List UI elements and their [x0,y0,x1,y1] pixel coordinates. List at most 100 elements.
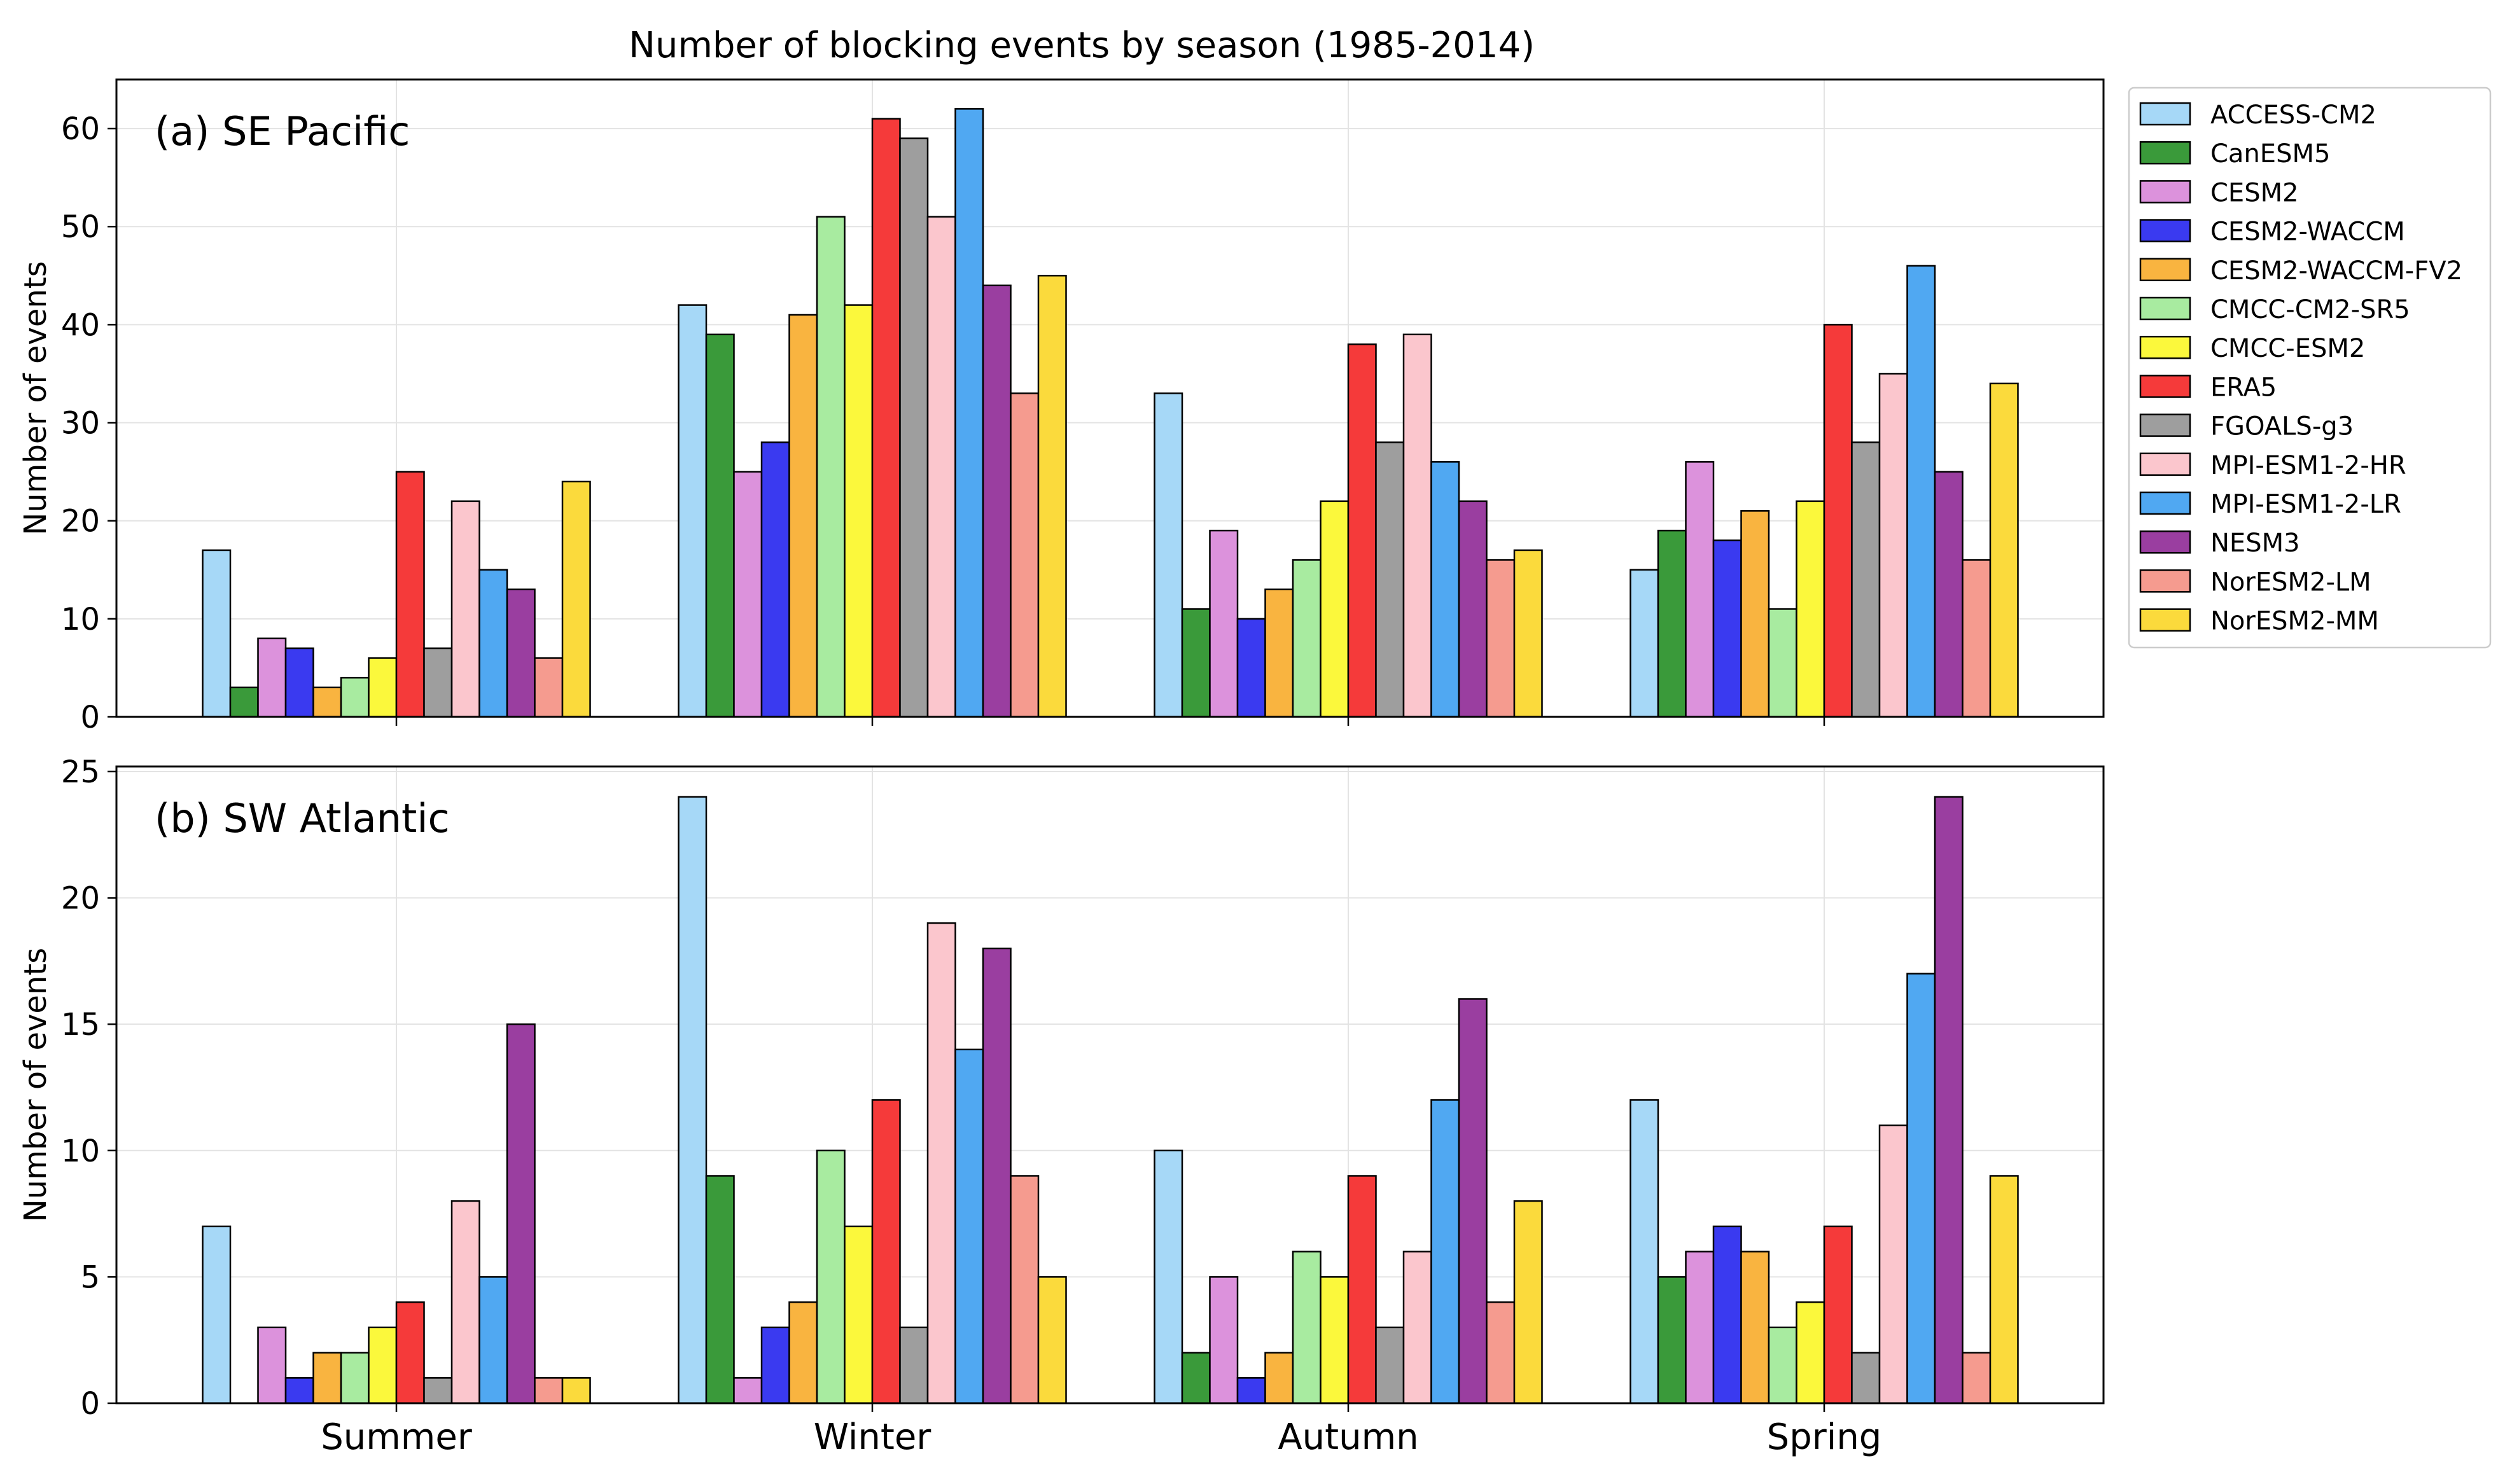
bar-nesm3-summer [506,1023,536,1404]
bar-cesm2-winter [733,471,763,718]
bar-mpi-esm1-2-hr-winter [926,922,956,1404]
bar-mpi-esm1-2-lr-autumn [1430,1099,1460,1404]
bar-cmcc-cm2-sr5-autumn [1292,1251,1322,1404]
legend-label-access-cm2: ACCESS-CM2 [2210,101,2376,130]
legend-label-nesm3: NESM3 [2210,529,2300,558]
bar-fgoals-g3-winter [899,137,929,718]
bar-fgoals-g3-autumn [1375,441,1405,718]
legend-swatch-canesm5 [2139,141,2191,165]
bar-noresm2-mm-summer [561,480,591,718]
bar-fgoals-g3-autumn [1375,1326,1405,1404]
bar-cmcc-esm2-summer [368,1326,398,1404]
legend-label-noresm2-lm: NorESM2-LM [2210,567,2371,597]
bar-mpi-esm1-2-lr-summer [478,569,508,718]
bar-noresm2-mm-autumn [1513,1200,1543,1404]
y-tick-label: 30 [61,406,100,441]
bar-cesm2-summer [257,637,287,718]
bar-access-cm2-spring [1629,569,1659,718]
y-tick-label: 15 [61,1007,100,1043]
bar-mpi-esm1-2-lr-winter [954,1048,984,1404]
bar-mpi-esm1-2-hr-spring [1878,373,1908,718]
bar-cmcc-esm2-autumn [1320,500,1350,718]
legend-label-mpi-esm1-2-hr: MPI-ESM1-2-HR [2210,451,2406,480]
legend-label-cesm2: CESM2 [2210,178,2299,207]
bar-nesm3-spring [1934,471,1964,718]
bar-access-cm2-winter [678,304,708,718]
bar-access-cm2-autumn [1154,392,1183,718]
bar-cesm2-spring [1685,461,1715,718]
legend-swatch-mpi-esm1-2-hr [2139,452,2191,476]
legend-swatch-cesm2-waccm-fv2 [2139,258,2191,282]
bar-cmcc-cm2-sr5-spring [1768,1326,1797,1404]
bar-canesm5-summer [229,686,259,718]
legend-label-cmcc-esm2: CMCC-ESM2 [2210,334,2365,363]
bar-cmcc-esm2-autumn [1320,1276,1350,1404]
legend-label-noresm2-mm: NorESM2-MM [2210,607,2379,636]
panel-label: (b) SW Atlantic [155,795,450,842]
bar-mpi-esm1-2-lr-summer [478,1276,508,1404]
legend-swatch-access-cm2 [2139,102,2191,126]
bar-cesm2-waccm-spring [1712,539,1742,718]
bar-cmcc-esm2-summer [368,657,398,718]
bar-nesm3-winter [982,947,1012,1404]
legend-swatch-cmcc-esm2 [2139,335,2191,359]
bar-cmcc-esm2-spring [1796,500,1825,718]
bar-canesm5-spring [1657,529,1687,718]
legend-box [2128,87,2492,649]
bar-access-cm2-autumn [1154,1149,1183,1404]
bar-cesm2-waccm-summer [284,647,314,718]
bar-cmcc-cm2-sr5-autumn [1292,559,1322,718]
bar-nesm3-summer [506,588,536,718]
bar-nesm3-winter [982,284,1012,718]
y-tick-label: 0 [80,700,100,735]
bar-noresm2-lm-autumn [1486,559,1516,718]
y-axis-label: Number of events [18,948,53,1222]
bar-era5-summer [395,471,425,718]
bar-fgoals-g3-summer [423,1377,453,1404]
bar-cesm2-waccm-fv2-autumn [1264,588,1294,718]
bar-era5-winter [871,1099,901,1404]
bar-cesm2-waccm-fv2-autumn [1264,1352,1294,1404]
bar-cesm2-waccm-winter [760,441,790,718]
bar-cesm2-waccm-fv2-spring [1740,1251,1770,1404]
bar-noresm2-lm-summer [534,657,564,718]
bar-cmcc-esm2-winter [844,1225,874,1404]
legend-swatch-era5 [2139,375,2191,398]
bar-noresm2-lm-winter [1010,1175,1040,1404]
bar-noresm2-mm-spring [1989,382,2019,718]
bar-cesm2-waccm-fv2-winter [788,314,818,718]
legend-swatch-cesm2-waccm [2139,219,2191,242]
bar-cesm2-waccm-fv2-spring [1740,510,1770,718]
bar-noresm2-mm-autumn [1513,549,1543,718]
bar-era5-summer [395,1301,425,1404]
bar-mpi-esm1-2-hr-summer [450,1200,480,1404]
bar-nesm3-autumn [1458,500,1488,718]
bar-cmcc-esm2-spring [1796,1301,1825,1404]
legend-label-era5: ERA5 [2210,373,2277,402]
y-tick-label: 20 [61,504,100,539]
bar-canesm5-winter [705,333,735,718]
legend-swatch-noresm2-lm [2139,569,2191,593]
bar-fgoals-g3-spring [1851,441,1881,718]
bar-noresm2-mm-spring [1989,1175,2019,1404]
bar-cesm2-waccm-autumn [1236,1377,1266,1404]
bar-mpi-esm1-2-lr-winter [954,107,984,718]
y-tick-label: 10 [61,602,100,637]
legend-label-cesm2-waccm: CESM2-WACCM [2210,218,2405,247]
legend-swatch-mpi-esm1-2-lr [2139,491,2191,515]
bar-mpi-esm1-2-hr-summer [450,500,480,718]
bar-nesm3-autumn [1458,998,1488,1404]
bar-noresm2-lm-summer [534,1377,564,1404]
bar-noresm2-lm-winter [1010,392,1040,718]
bar-noresm2-mm-winter [1037,275,1067,718]
bar-cmcc-cm2-sr5-summer [340,1352,370,1404]
legend-label-fgoals-g3: FGOALS-g3 [2210,412,2354,441]
legend-label-canesm5: CanESM5 [2210,139,2330,169]
bar-cmcc-cm2-sr5-winter [816,216,846,718]
legend: ACCESS-CM2 CanESM5 CESM2 CESM2-WACCM CESM2-W… [2128,87,2492,649]
bar-cesm2-waccm-autumn [1236,618,1266,718]
bar-cesm2-waccm-fv2-summer [312,686,342,718]
